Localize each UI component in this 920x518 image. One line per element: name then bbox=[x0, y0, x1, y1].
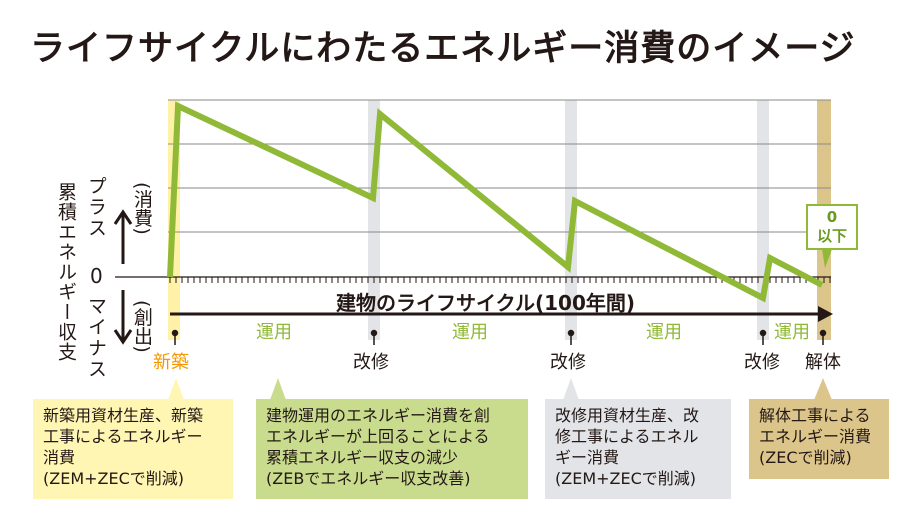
box-line: (ZEM+ZECで削減) bbox=[555, 469, 697, 488]
box-line: (ZEM+ZECで削減) bbox=[43, 469, 185, 488]
vertical-axis-arrow bbox=[113, 209, 133, 345]
renovation-band-3 bbox=[757, 100, 769, 340]
demolition-description-box: 解体工事による エネルギー消費 (ZECで削減) bbox=[749, 399, 889, 479]
box-line: ギー消費 bbox=[555, 448, 620, 467]
new-build-description-box: 新築用資材生産、新築 工事によるエネルギー 消費 (ZEM+ZECで削減) bbox=[33, 399, 233, 499]
box-line: 修工事によるエネル bbox=[555, 427, 699, 446]
box-line: 解体工事による bbox=[759, 406, 871, 425]
box-line: 工事によるエネルギー bbox=[43, 427, 203, 446]
callout-text: 以下 bbox=[816, 227, 847, 245]
box-line: 改修用資材生産、改 bbox=[555, 406, 700, 425]
consume-label: (消費) bbox=[131, 182, 153, 235]
new-build-pointer bbox=[168, 378, 184, 400]
phase-operation-1: 運用 bbox=[256, 322, 292, 343]
milestone-renovation-2: 改修 bbox=[550, 352, 586, 373]
zero-line-ticks bbox=[169, 277, 831, 283]
cumulative-energy-label: 累積エネルギー収支 bbox=[55, 182, 77, 362]
plus-label: プラス bbox=[85, 176, 107, 239]
box-line: エネルギーが上回ることによる bbox=[266, 427, 490, 446]
box-line: 新築用資材生産、新築 bbox=[43, 406, 204, 425]
callout-value: 0 bbox=[826, 208, 838, 226]
phase-operation-3: 運用 bbox=[646, 322, 682, 343]
create-label: (創出) bbox=[131, 300, 153, 353]
milestone-new-build: 新築 bbox=[153, 352, 189, 373]
milestone-demolition: 解体 bbox=[805, 352, 841, 373]
timeline-label: 建物のライフサイクル(100年間) bbox=[336, 291, 636, 315]
phase-pins bbox=[171, 329, 827, 345]
minus-label: マイナス bbox=[85, 296, 107, 380]
zero-label: 0 bbox=[90, 264, 103, 288]
zero-or-below-callout: 0 以下 bbox=[806, 204, 858, 250]
operation-pointer bbox=[270, 378, 286, 400]
phase-operation-2: 運用 bbox=[452, 322, 488, 343]
box-line: エネルギー消費 bbox=[759, 427, 872, 446]
operation-description-box: 建物運用のエネルギー消費を創 エネルギーが上回ることによる 累積エネルギー収支の… bbox=[256, 399, 528, 499]
milestone-renovation-3: 改修 bbox=[744, 352, 780, 373]
timeline-arrow bbox=[170, 306, 833, 322]
box-line: (ZECで削減) bbox=[759, 448, 852, 467]
grid-lines bbox=[168, 99, 831, 233]
renovation-description-box: 改修用資材生産、改 修工事によるエネル ギー消費 (ZEM+ZECで削減) bbox=[545, 399, 731, 499]
milestone-renovation-1: 改修 bbox=[353, 352, 389, 373]
zero-callout-pointer bbox=[822, 249, 832, 268]
renovation-pointer bbox=[563, 378, 579, 400]
box-line: (ZEBでエネルギー収支改善) bbox=[266, 469, 471, 488]
diagram-title: ライフサイクルにわたるエネルギー消費のイメージ bbox=[30, 29, 856, 69]
demolition-pointer bbox=[814, 378, 832, 400]
box-line: 建物運用のエネルギー消費を創 bbox=[266, 406, 491, 425]
box-line: 累積エネルギー収支の減少 bbox=[266, 448, 459, 467]
phase-operation-4: 運用 bbox=[774, 322, 810, 343]
box-line: 消費 bbox=[43, 448, 76, 467]
cumulative-energy-line bbox=[167, 101, 824, 303]
